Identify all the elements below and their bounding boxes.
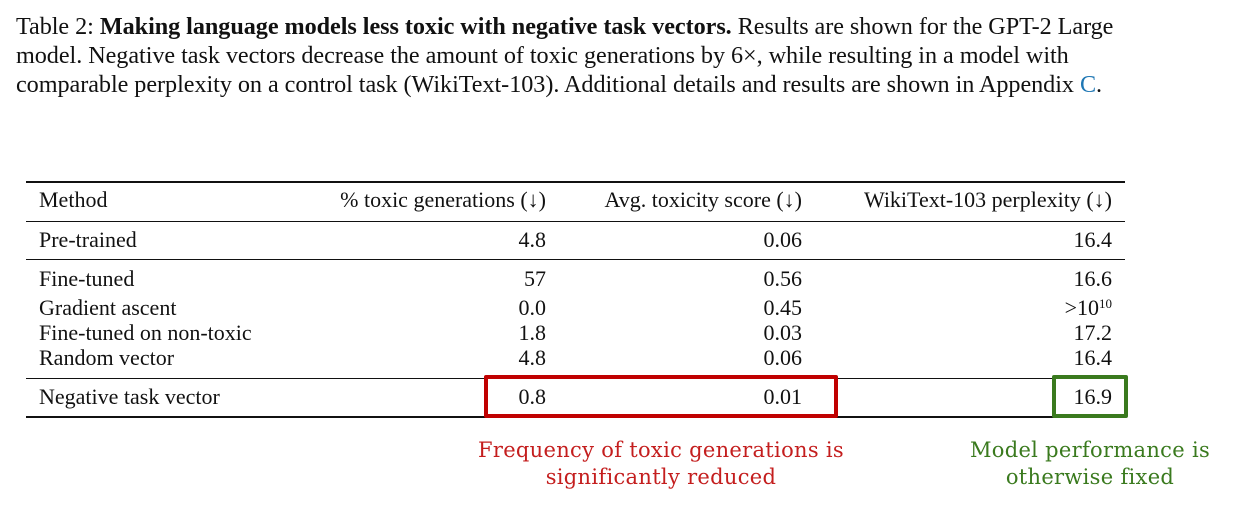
appendix-link[interactable]: C xyxy=(1079,71,1097,98)
group-rule-1 xyxy=(26,259,1125,260)
row-perplexity: 16.4 xyxy=(1073,227,1113,252)
caption-label: Table 2: xyxy=(16,13,94,40)
row-avg-toxicity: 0.01 xyxy=(763,384,803,409)
header-perplexity: WikiText-103 perplexity (↓) xyxy=(863,187,1112,212)
row-avg-toxicity: 0.06 xyxy=(763,227,803,252)
header-avg-toxicity: Avg. toxicity score (↓) xyxy=(604,187,802,212)
row-toxic-pct: 0.0 xyxy=(518,295,547,320)
row-toxic-pct: 1.8 xyxy=(518,320,547,345)
row-avg-toxicity: 0.06 xyxy=(763,345,803,370)
toxicity-annotation: Frequency of toxic generations is signif… xyxy=(450,437,872,491)
row-toxic-pct: 57 xyxy=(524,266,546,291)
header-toxic-pct: % toxic generations (↓) xyxy=(340,187,546,212)
performance-annotation-line-2: otherwise fixed xyxy=(1005,465,1175,489)
row-avg-toxicity: 0.45 xyxy=(763,295,803,320)
row-method: Fine-tuned xyxy=(39,266,135,291)
header-method: Method xyxy=(39,187,108,212)
caption-end: . xyxy=(1096,71,1103,98)
caption-title: Making language models less toxic with n… xyxy=(99,13,732,40)
perplexity-highlight-box xyxy=(1052,375,1128,418)
caption-body: Results are shown for the GPT-2 Large mo… xyxy=(16,13,1114,98)
row-method: Gradient ascent xyxy=(39,295,177,320)
header-rule xyxy=(26,221,1125,222)
performance-annotation: Model performance is otherwise fixed xyxy=(950,437,1230,491)
perplexity-exponent: 10 xyxy=(1099,296,1112,311)
row-method: Negative task vector xyxy=(39,384,220,409)
row-toxic-pct: 4.8 xyxy=(518,227,547,252)
row-toxic-pct: 0.8 xyxy=(518,384,547,409)
table-caption: Table 2: Making language models less tox… xyxy=(16,12,1146,99)
toxicity-annotation-line-1: Frequency of toxic generations is xyxy=(478,438,844,462)
toxicity-annotation-line-2: significantly reduced xyxy=(545,465,777,489)
row-avg-toxicity: 0.56 xyxy=(763,266,803,291)
toxicity-highlight-box xyxy=(484,375,838,418)
row-perplexity: 16.4 xyxy=(1073,345,1113,370)
row-toxic-pct: 4.8 xyxy=(518,345,547,370)
row-perplexity: 16.9 xyxy=(1073,384,1113,409)
row-method: Fine-tuned on non-toxic xyxy=(39,320,252,345)
row-method: Random vector xyxy=(39,345,175,370)
row-method: Pre-trained xyxy=(39,227,137,252)
row-perplexity: 16.6 xyxy=(1073,266,1113,291)
row-perplexity: 17.2 xyxy=(1073,320,1113,345)
row-perplexity: >1010 xyxy=(1065,296,1112,320)
top-rule xyxy=(26,181,1125,183)
row-avg-toxicity: 0.03 xyxy=(763,320,803,345)
performance-annotation-line-1: Model performance is xyxy=(969,438,1211,462)
perplexity-base: >10 xyxy=(1064,295,1099,320)
